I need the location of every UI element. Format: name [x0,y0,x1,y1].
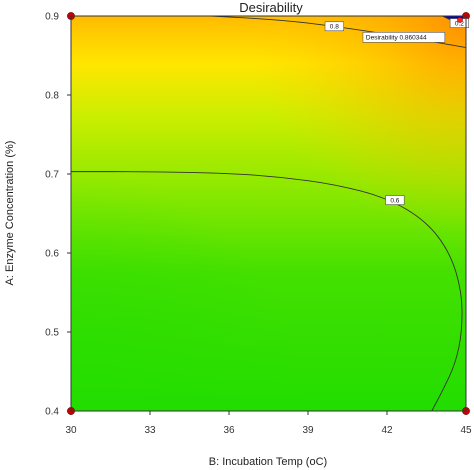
plot-frame [70,15,467,412]
y-axis-ticks: 0.4 0.5 0.6 0.7 0.8 0.9 [45,12,71,418]
y-tick-label: 0.4 [45,407,59,418]
y-tick-label: 0.6 [45,249,59,260]
y-tick-label: 0.5 [45,328,59,339]
y-tick-label: 0.8 [45,91,59,102]
contour-label-box [324,21,344,32]
contour-labels: 0.8 0.6 0.2 Desirability 0.860344 [324,17,470,205]
y-tick-label: 0.9 [45,12,59,23]
x-tick-label: 33 [144,425,156,436]
optimum-label: Desirability 0.860344 [366,35,427,42]
optimum-point [457,17,463,23]
x-tick-label: 42 [381,425,393,436]
y-tick-label: 0.7 [45,170,59,181]
contour-label-0-8: 0.8 [324,21,344,32]
contour-label-text: 0.2 [455,20,464,27]
x-axis-ticks: 30 33 36 39 42 45 [65,411,472,436]
contour-label-box [385,195,405,205]
x-axis-title: B: Incubation Temp (oC) [209,456,327,468]
fill-high-region [71,16,466,411]
x-tick-label: 36 [223,425,235,436]
optimum-label-box [362,32,446,43]
chart-title: Desirability [239,0,303,15]
x-tick-label: 39 [302,425,314,436]
contour-line-0-6 [71,171,463,411]
contour-fill [71,16,466,411]
x-tick-label: 45 [460,425,472,436]
contour-label-text: 0.8 [330,24,339,31]
optimum-annotation: Desirability 0.860344 [362,17,463,43]
contour-label-text: 0.6 [390,197,399,204]
contour-label-0-6: 0.6 [385,195,405,205]
x-tick-label: 30 [65,425,77,436]
y-axis-title: A: Enzyme Concentration (%) [4,141,16,286]
